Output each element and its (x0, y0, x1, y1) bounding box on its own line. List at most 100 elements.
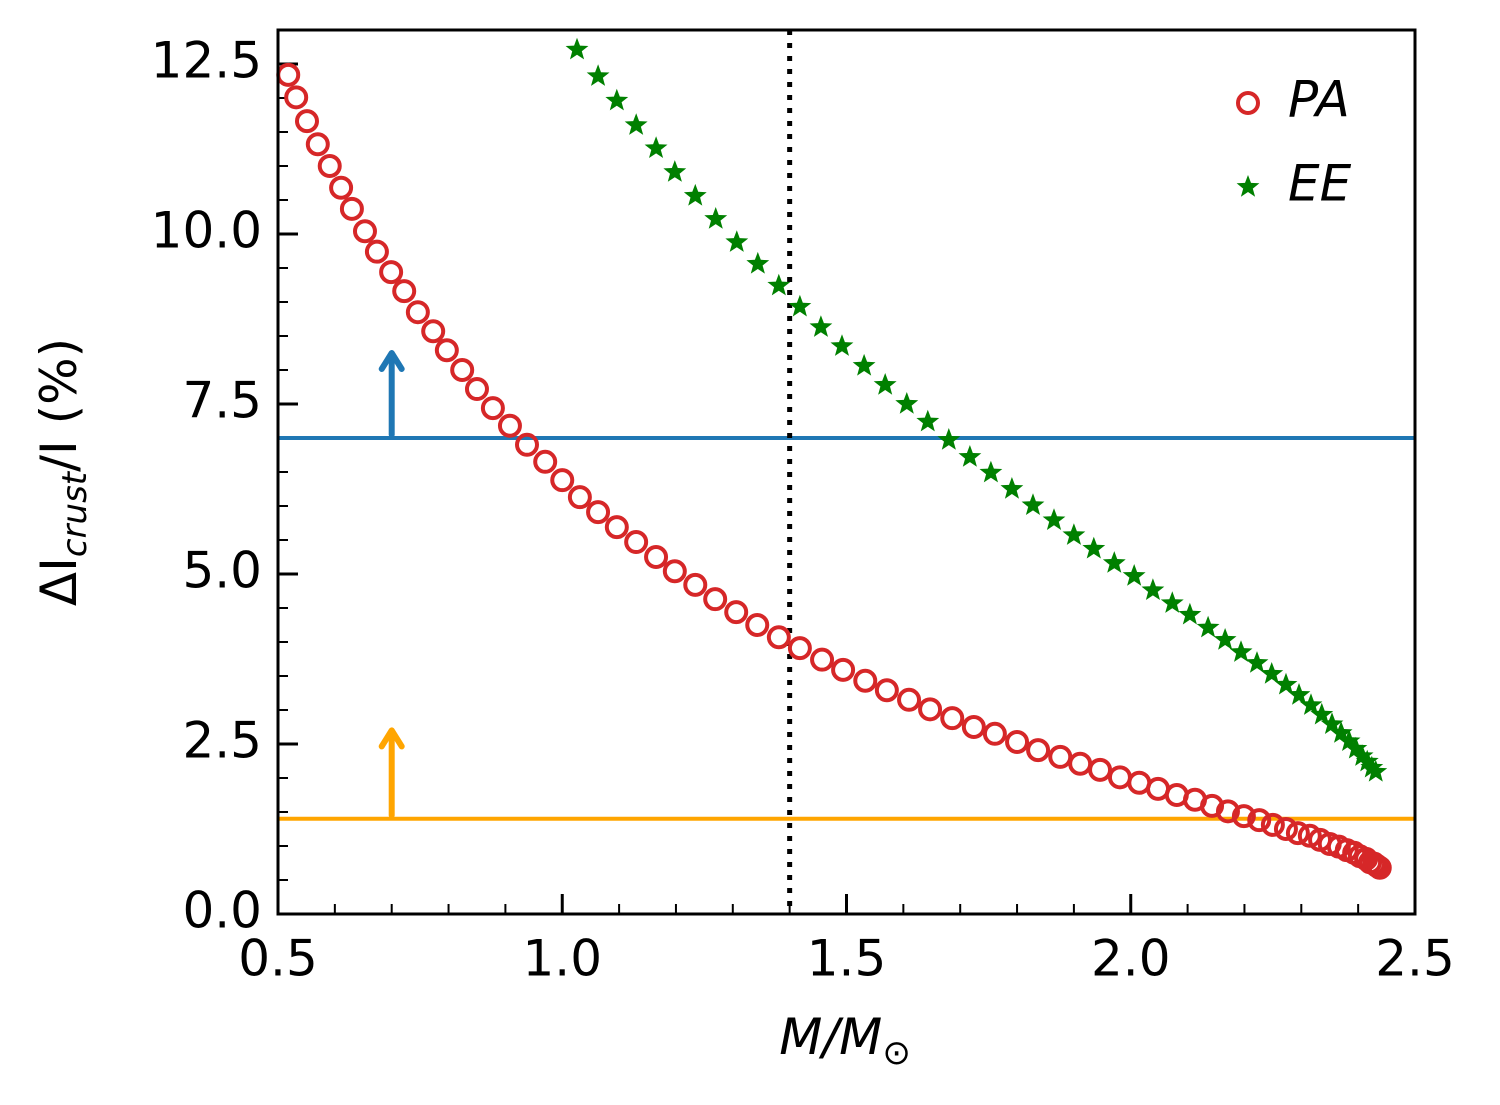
circle-marker (745, 613, 770, 637)
circle-marker (644, 545, 669, 569)
circle-marker (1026, 738, 1051, 763)
circle-marker (392, 279, 417, 304)
star-marker (1344, 736, 1368, 759)
circle-marker (1088, 757, 1113, 782)
circle-marker (497, 413, 522, 438)
circle-marker (831, 657, 856, 682)
circle-marker (1231, 804, 1256, 829)
star-marker (1274, 672, 1298, 695)
circle-marker (421, 319, 446, 344)
circle-marker (586, 500, 611, 525)
circle-marker (450, 358, 475, 382)
circle-marker (329, 175, 354, 200)
x-tick-label: 0.5 (238, 930, 318, 988)
star-marker (1062, 523, 1086, 545)
star-marker (767, 273, 791, 296)
star-marker (1196, 615, 1220, 638)
x-tick-label: 2.5 (1375, 930, 1455, 988)
circle-marker (1005, 729, 1030, 754)
x-tick-label: 1.0 (522, 930, 602, 988)
star-marker (1350, 744, 1374, 766)
circle-marker (284, 85, 309, 110)
circle-marker (683, 572, 708, 597)
star-marker (1245, 651, 1269, 673)
star-marker (1213, 628, 1237, 650)
circle-marker (1273, 817, 1298, 841)
star-marker (1021, 493, 1045, 515)
star-marker (1355, 749, 1379, 772)
circle-marker (1048, 744, 1073, 769)
star-marker (1102, 551, 1126, 573)
circle-marker (604, 515, 629, 540)
star-marker (683, 183, 707, 206)
circle-marker (1260, 812, 1285, 837)
x-tick-label: 1.5 (807, 930, 887, 988)
star-marker (830, 334, 854, 356)
star-marker (624, 113, 648, 135)
star-marker (1287, 683, 1311, 705)
star-marker (1178, 602, 1202, 625)
circle-marker (364, 239, 389, 264)
circle-marker (961, 715, 986, 739)
star-marker (1122, 564, 1146, 586)
star-marker (1141, 578, 1165, 600)
circle-marker (294, 109, 319, 134)
legend-marker (1236, 175, 1260, 197)
y-tick-label: 12.5 (151, 32, 262, 90)
circle-marker (480, 396, 505, 421)
star-marker (1260, 662, 1284, 684)
star-marker (852, 353, 876, 376)
star-marker (704, 207, 728, 229)
star-marker (788, 294, 812, 317)
circle-marker (533, 449, 558, 474)
circle-marker (405, 300, 430, 325)
star-marker (586, 64, 610, 86)
circle-marker (464, 377, 489, 402)
star-marker (1337, 729, 1361, 751)
star-marker (1229, 640, 1253, 662)
circle-marker (1367, 855, 1392, 880)
star-marker (605, 88, 629, 111)
circle-marker (918, 697, 943, 722)
circle-marker (317, 154, 342, 178)
plot-frame (276, 28, 1417, 916)
y-label-rest: /I (%) (30, 338, 88, 472)
star-marker (937, 428, 961, 450)
circle-marker (379, 260, 404, 285)
star-marker (809, 315, 833, 337)
star-marker (1364, 759, 1388, 782)
circle-marker (787, 636, 812, 661)
y-axis-label: ΔIcrust/I (%) (30, 338, 95, 606)
circle-marker (305, 132, 330, 157)
star-marker (1042, 508, 1066, 530)
star-marker (1320, 712, 1344, 734)
circle-marker (1068, 751, 1093, 776)
x-label-main: M/M (779, 1008, 882, 1066)
star-marker (916, 409, 940, 432)
star-marker (725, 230, 749, 252)
star-marker (1160, 591, 1184, 613)
star-marker (1299, 693, 1323, 715)
circle-marker (703, 587, 728, 612)
circle-marker (940, 706, 965, 731)
circle-marker (874, 678, 899, 703)
legend-label: EE (1288, 155, 1352, 213)
arrow-head (378, 727, 405, 750)
circle-marker (982, 721, 1007, 746)
circle-marker (1247, 808, 1272, 833)
arrow-head (378, 350, 405, 372)
circle-marker (624, 530, 649, 555)
star-marker (1000, 477, 1024, 499)
circle-marker (276, 62, 301, 87)
star-marker (644, 136, 668, 158)
y-tick-label: 5.0 (182, 542, 262, 600)
circle-marker (1107, 765, 1132, 790)
y-tick-label: 7.5 (182, 372, 262, 430)
circle-marker (434, 338, 459, 363)
star-marker (565, 37, 589, 60)
star-marker (1082, 536, 1106, 559)
star-marker (895, 392, 919, 414)
legend-marker (1236, 91, 1260, 115)
circle-marker (339, 196, 364, 221)
star-marker (1310, 702, 1334, 725)
